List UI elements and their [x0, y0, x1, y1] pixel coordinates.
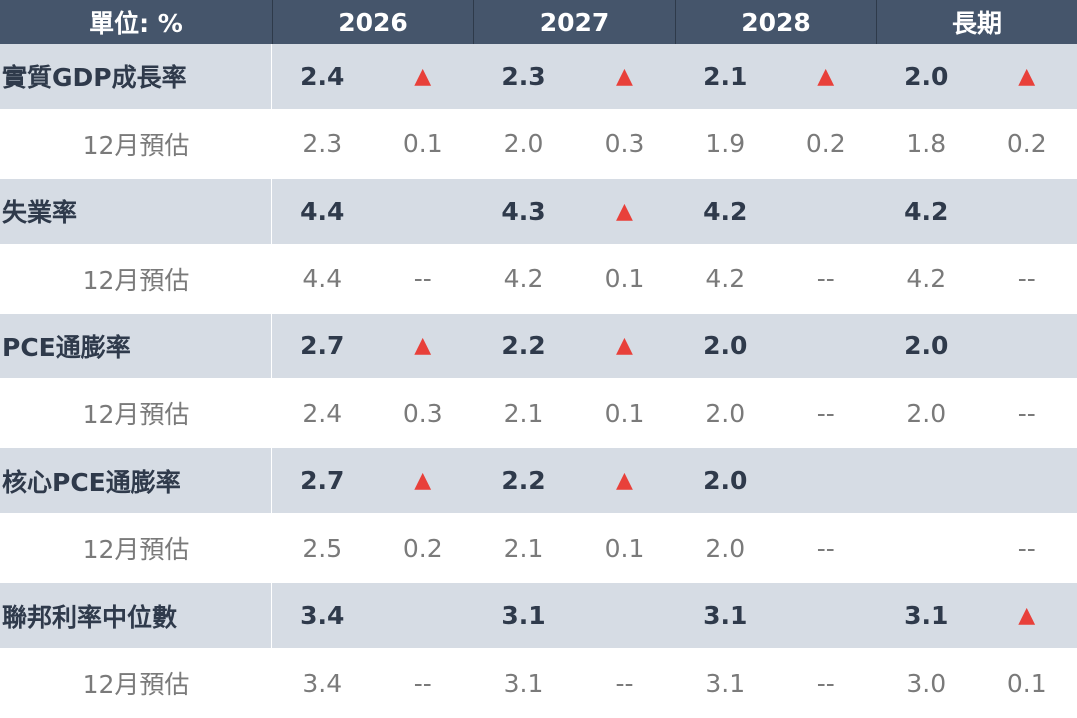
value-cell: 0.1 — [372, 108, 473, 179]
empty-cell — [775, 313, 876, 379]
up-indicator: ▲ — [372, 313, 473, 379]
value-cell: -- — [372, 243, 473, 314]
value-cell: -- — [372, 648, 473, 718]
up-indicator: ▲ — [372, 448, 473, 514]
empty-cell — [976, 178, 1077, 244]
header-cell: 2026 — [272, 0, 473, 44]
value-cell: 3.1 — [876, 583, 977, 648]
value-cell: 2.1 — [473, 378, 574, 449]
value-cell: 4.3 — [473, 178, 574, 244]
header-cell: 長期 — [876, 0, 1077, 44]
value-cell: -- — [775, 648, 876, 718]
value-cell: 3.1 — [473, 648, 574, 718]
value-cell: -- — [976, 243, 1077, 314]
value-cell: 2.4 — [272, 44, 373, 109]
empty-cell — [775, 178, 876, 244]
value-cell: -- — [775, 243, 876, 314]
value-cell: 3.4 — [272, 583, 373, 648]
value-cell: 3.1 — [675, 648, 776, 718]
empty-cell — [775, 448, 876, 514]
value-cell: 2.7 — [272, 448, 373, 514]
up-indicator: ▲ — [775, 44, 876, 109]
value-cell: 0.2 — [372, 513, 473, 584]
header-cell: 2028 — [675, 0, 876, 44]
value-cell: 0.2 — [976, 108, 1077, 179]
up-indicator: ▲ — [574, 313, 675, 379]
value-cell: -- — [976, 378, 1077, 449]
value-cell: 4.2 — [675, 243, 776, 314]
up-indicator: ▲ — [574, 44, 675, 109]
value-cell: 2.3 — [272, 108, 373, 179]
value-cell: 2.2 — [473, 313, 574, 379]
value-cell: 2.1 — [473, 513, 574, 584]
value-cell: 4.2 — [473, 243, 574, 314]
empty-cell — [372, 583, 473, 648]
value-cell: 2.0 — [876, 378, 977, 449]
value-cell: 2.1 — [675, 44, 776, 109]
empty-cell — [976, 448, 1077, 514]
value-cell: 0.2 — [775, 108, 876, 179]
value-cell: 0.3 — [574, 108, 675, 179]
empty-cell — [372, 178, 473, 244]
header-cell: 單位: % — [0, 0, 272, 44]
row-label: 聯邦利率中位數 — [0, 583, 272, 648]
value-cell: 0.3 — [372, 378, 473, 449]
value-cell: 4.4 — [272, 243, 373, 314]
value-cell: 4.2 — [876, 243, 977, 314]
value-cell: 2.0 — [675, 513, 776, 584]
value-cell: 2.0 — [675, 448, 776, 514]
empty-cell — [976, 313, 1077, 379]
value-cell: 0.1 — [976, 648, 1077, 718]
value-cell: 2.7 — [272, 313, 373, 379]
sub-row-label: 12月預估 — [0, 648, 272, 718]
value-cell: 3.1 — [473, 583, 574, 648]
value-cell: 2.0 — [876, 44, 977, 109]
empty-cell — [574, 583, 675, 648]
up-indicator: ▲ — [574, 178, 675, 244]
empty-cell — [876, 513, 977, 584]
header-cell: 2027 — [473, 0, 675, 44]
value-cell: 2.4 — [272, 378, 373, 449]
value-cell: 4.4 — [272, 178, 373, 244]
value-cell: 3.0 — [876, 648, 977, 718]
value-cell: 3.4 — [272, 648, 373, 718]
row-label: 核心PCE通膨率 — [0, 448, 272, 514]
up-indicator: ▲ — [976, 44, 1077, 109]
sub-row-label: 12月預估 — [0, 243, 272, 314]
value-cell: 2.0 — [473, 108, 574, 179]
sub-row-label: 12月預估 — [0, 108, 272, 179]
row-label: 失業率 — [0, 178, 272, 244]
value-cell: -- — [775, 378, 876, 449]
value-cell: 2.0 — [675, 313, 776, 379]
value-cell: 2.0 — [876, 313, 977, 379]
row-label: PCE通膨率 — [0, 313, 272, 379]
up-indicator: ▲ — [976, 583, 1077, 648]
value-cell: 2.3 — [473, 44, 574, 109]
value-cell: 1.9 — [675, 108, 776, 179]
value-cell: 4.2 — [675, 178, 776, 244]
value-cell: 0.1 — [574, 513, 675, 584]
value-cell: -- — [976, 513, 1077, 584]
up-indicator: ▲ — [574, 448, 675, 514]
row-label: 實質GDP成長率 — [0, 44, 272, 109]
value-cell: 0.1 — [574, 243, 675, 314]
sub-row-label: 12月預估 — [0, 513, 272, 584]
value-cell: 2.0 — [675, 378, 776, 449]
value-cell: -- — [775, 513, 876, 584]
value-cell: 2.5 — [272, 513, 373, 584]
value-cell: 1.8 — [876, 108, 977, 179]
value-cell: -- — [574, 648, 675, 718]
value-cell: 3.1 — [675, 583, 776, 648]
sub-row-label: 12月預估 — [0, 378, 272, 449]
empty-cell — [775, 583, 876, 648]
empty-cell — [876, 448, 977, 514]
up-indicator: ▲ — [372, 44, 473, 109]
value-cell: 4.2 — [876, 178, 977, 244]
value-cell: 2.2 — [473, 448, 574, 514]
value-cell: 0.1 — [574, 378, 675, 449]
